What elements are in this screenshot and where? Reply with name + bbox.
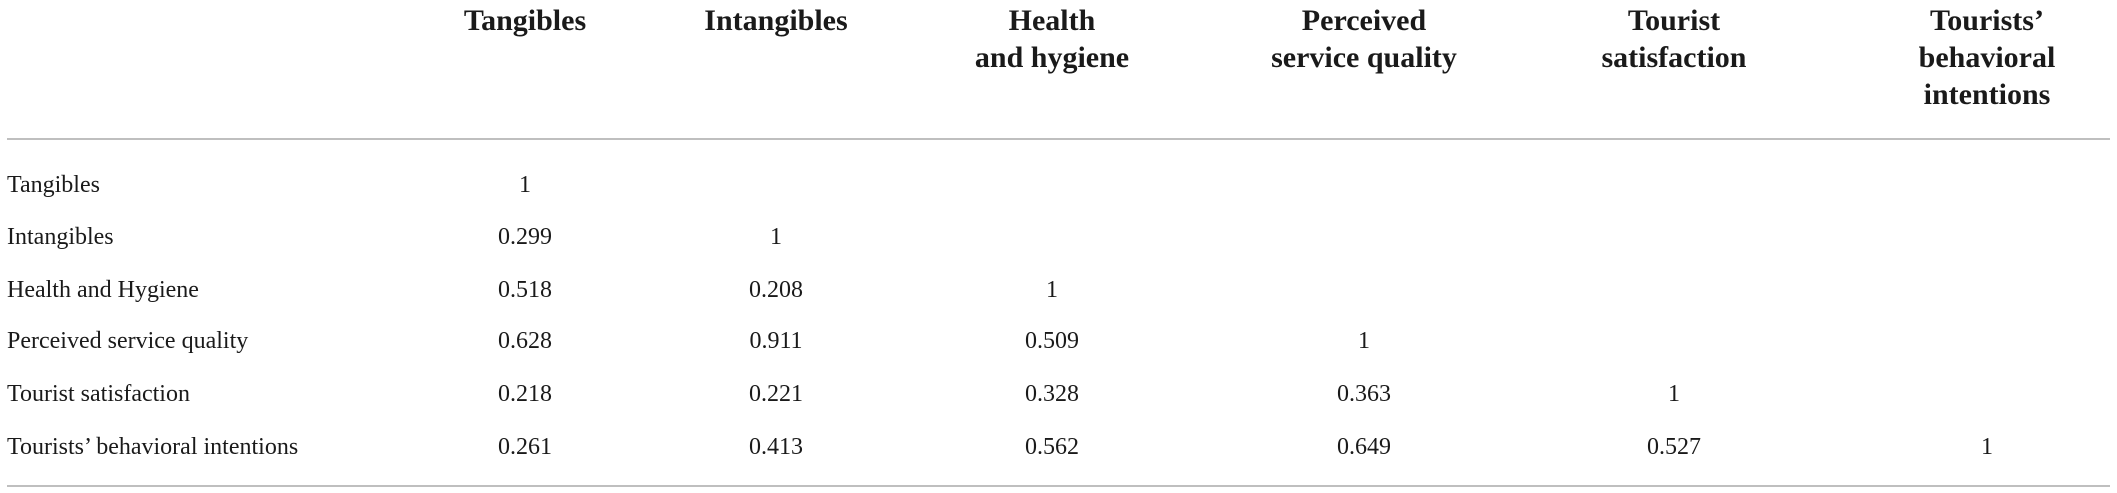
row-label: Perceived service quality <box>7 328 248 354</box>
cell-value: 0.649 <box>1337 434 1391 460</box>
column-header: Tangibles <box>464 4 586 37</box>
cell-value: 0.527 <box>1647 434 1701 460</box>
cell-value: 0.221 <box>749 381 803 407</box>
row-label: Tangibles <box>7 172 100 198</box>
column-header: Tourist <box>1628 4 1720 37</box>
cell-value: 0.299 <box>498 224 552 250</box>
cell-value: 0.911 <box>749 328 802 354</box>
cell-value: 0.562 <box>1025 434 1079 460</box>
column-header: Health <box>1009 4 1096 37</box>
cell-value: 0.628 <box>498 328 552 354</box>
cell-value: 0.261 <box>498 434 552 460</box>
row-label: Tourists’ behavioral intentions <box>7 434 298 460</box>
column-header: Perceived <box>1302 4 1427 37</box>
cell-value: 0.413 <box>749 434 803 460</box>
column-header: intentions <box>1924 78 2051 111</box>
column-header: satisfaction <box>1602 41 1747 74</box>
column-header: and hygiene <box>975 41 1129 74</box>
column-header: behavioral <box>1919 41 2056 74</box>
cell-value: 1 <box>1358 328 1370 354</box>
column-header: Tourists’ <box>1930 4 2044 37</box>
cell-value: 1 <box>1668 381 1680 407</box>
cell-value: 0.218 <box>498 381 552 407</box>
cell-value: 0.363 <box>1337 381 1391 407</box>
cell-value: 0.509 <box>1025 328 1079 354</box>
row-label: Health and Hygiene <box>7 277 199 303</box>
cell-value: 1 <box>770 224 782 250</box>
cell-value: 0.328 <box>1025 381 1079 407</box>
cell-value: 0.518 <box>498 277 552 303</box>
column-header: service quality <box>1271 41 1457 74</box>
cell-value: 1 <box>1981 434 1993 460</box>
column-header: Intangibles <box>704 4 847 37</box>
cell-value: 1 <box>519 172 531 198</box>
cell-value: 0.208 <box>749 277 803 303</box>
cell-value: 1 <box>1046 277 1058 303</box>
row-label: Intangibles <box>7 224 114 250</box>
row-label: Tourist satisfaction <box>7 381 190 407</box>
